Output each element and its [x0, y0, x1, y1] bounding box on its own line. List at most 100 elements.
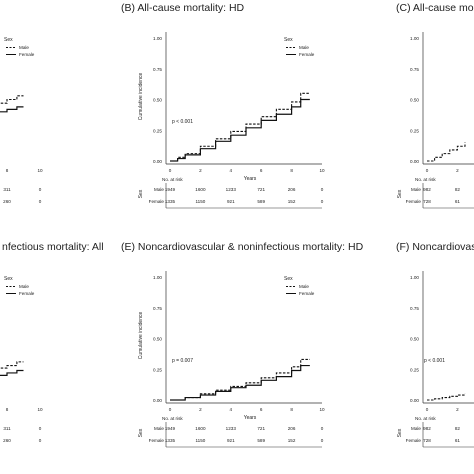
x-tick-label-p2: 0 — [426, 168, 429, 173]
risk-value-p4: 152 — [288, 438, 296, 443]
risk-value-p1: 206 — [288, 187, 296, 192]
y-axis-label-p1: Cumulative incidence — [138, 73, 144, 121]
x-tick-label-p1: 4 — [230, 168, 233, 173]
series-line-female-p3 — [0, 369, 24, 376]
risk-table-title-p2: No. at risk — [415, 177, 436, 182]
y-tick-label-p1: 0.50 — [153, 98, 162, 103]
risk-value-p4: 1150 — [195, 438, 205, 443]
x-tick-label-p1: 6 — [260, 168, 263, 173]
risk-value-p1: 921 — [227, 199, 235, 204]
risk-value-p2: 82 — [455, 187, 461, 192]
x-tick-label-p3: 10 — [37, 407, 43, 412]
legend-title-p4: Sex — [284, 276, 293, 282]
series-line-male-p0 — [0, 95, 24, 104]
risk-row-label-p2: Male — [411, 187, 421, 192]
series-line-male-p3 — [0, 361, 24, 369]
x-tick-label-p1: 2 — [199, 168, 202, 173]
risk-value-p0: 0 — [39, 187, 42, 192]
risk-value-p5: 728 — [423, 438, 431, 443]
x-tick-label-p0: 10 — [37, 168, 43, 173]
legend-entry-p3: Male — [19, 284, 29, 289]
risk-value-p4: 1335 — [165, 438, 176, 443]
y-tick-label-p5: 0.00 — [410, 398, 419, 403]
y-tick-label-p2: 1.00 — [410, 36, 419, 41]
legend-entry-p0: Female — [19, 52, 35, 57]
series-line-male-p2 — [427, 142, 466, 162]
panel-title-f: (F) Noncardiovasc — [396, 241, 474, 253]
x-tick-label-p4: 0 — [169, 407, 172, 412]
risk-row-label-p1: Female — [149, 199, 165, 204]
risk-value-p4: 721 — [257, 426, 265, 431]
risk-value-p2: 982 — [423, 187, 431, 192]
p-value-annotation-p4: p = 0.007 — [172, 358, 193, 364]
risk-value-p4: 1233 — [226, 426, 237, 431]
x-tick-label-p4: 4 — [230, 407, 233, 412]
risk-value-p1: 0 — [321, 187, 324, 192]
y-tick-label-p2: 0.50 — [410, 98, 419, 103]
series-line-female-p1 — [170, 98, 310, 162]
y-tick-label-p4: 1.00 — [153, 275, 162, 280]
legend-entry-p0: Male — [19, 45, 29, 50]
y-tick-label-p4: 0.00 — [153, 398, 162, 403]
series-line-female-p4 — [170, 364, 310, 401]
risk-value-p1: 1600 — [195, 187, 206, 192]
risk-value-p0: 260 — [3, 199, 11, 204]
risk-table-axis-label-p1: Sex — [138, 189, 144, 198]
x-tick-label-p4: 8 — [290, 407, 293, 412]
x-tick-label-p1: 8 — [290, 168, 293, 173]
legend-title-p0: Sex — [4, 37, 13, 43]
y-tick-label-p5: 1.00 — [410, 275, 419, 280]
risk-table-title-p5: No. at risk — [415, 416, 436, 421]
y-tick-label-p2: 0.25 — [410, 128, 419, 133]
risk-value-p0: 0 — [39, 199, 42, 204]
risk-value-p4: 206 — [288, 426, 296, 431]
risk-row-label-p5: Female — [406, 438, 422, 443]
risk-row-label-p1: Male — [154, 187, 164, 192]
risk-value-p1: 1233 — [226, 187, 237, 192]
panel-title-b: (B) All-cause mortality: HD — [121, 2, 245, 14]
series-line-male-p1 — [170, 92, 310, 162]
panel-title-e: (E) Noncardiovascular & noninfectious mo… — [121, 241, 364, 253]
series-line-male-p4 — [170, 358, 310, 401]
risk-value-p1: 0 — [321, 199, 324, 204]
y-tick-label-p4: 0.75 — [153, 306, 162, 311]
risk-value-p5: 82 — [455, 426, 461, 431]
risk-value-p5: 982 — [423, 426, 431, 431]
risk-table-axis-label-p4: Sex — [138, 428, 144, 437]
y-tick-label-p4: 0.25 — [153, 367, 162, 372]
risk-value-p4: 921 — [227, 438, 235, 443]
x-axis-label-p1: Years — [244, 176, 257, 182]
risk-value-p3: 0 — [39, 426, 42, 431]
risk-value-p4: 589 — [257, 438, 265, 443]
risk-value-p1: 1150 — [195, 199, 205, 204]
series-line-male-p5 — [427, 393, 466, 401]
risk-row-label-p4: Male — [154, 426, 164, 431]
risk-table-axis-label-p2: Sex — [397, 189, 403, 198]
y-tick-label-p1: 0.75 — [153, 67, 162, 72]
legend-entry-p1: Male — [299, 45, 309, 50]
x-tick-label-p4: 6 — [260, 407, 263, 412]
legend-entry-p4: Female — [299, 291, 315, 296]
y-tick-label-p2: 0.75 — [410, 67, 419, 72]
y-tick-label-p1: 1.00 — [153, 36, 162, 41]
legend-title-p3: Sex — [4, 276, 13, 282]
legend-title-p1: Sex — [284, 37, 293, 43]
risk-value-p1: 152 — [288, 199, 296, 204]
y-tick-label-p5: 0.50 — [410, 337, 419, 342]
y-tick-label-p5: 0.75 — [410, 306, 419, 311]
risk-table-axis-label-p5: Sex — [397, 428, 403, 437]
series-line-female-p0 — [0, 106, 24, 113]
risk-value-p2: 728 — [423, 199, 431, 204]
risk-value-p4: 0 — [321, 426, 324, 431]
risk-value-p4: 1600 — [195, 426, 206, 431]
y-tick-label-p4: 0.50 — [153, 337, 162, 342]
risk-value-p1: 721 — [257, 187, 265, 192]
x-tick-label-p3: 8 — [6, 407, 9, 412]
legend-entry-p1: Female — [299, 52, 315, 57]
panel-title-d: nfectious mortality: All — [2, 241, 104, 253]
risk-row-label-p4: Female — [149, 438, 165, 443]
p-value-annotation-p5: p < 0.001 — [424, 358, 445, 364]
risk-table-title-p1: No. at risk — [162, 177, 183, 182]
risk-value-p4: 0 — [321, 438, 324, 443]
